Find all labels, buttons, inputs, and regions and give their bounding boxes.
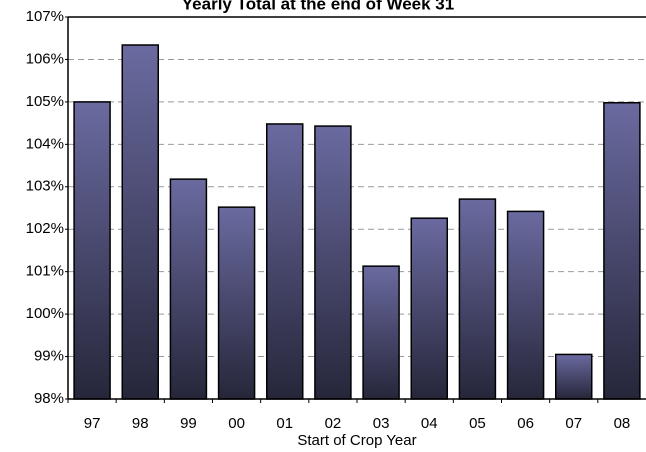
x-tick-label: 07 — [565, 415, 582, 432]
y-tick-label: 100% — [26, 305, 64, 322]
x-tick-label: 04 — [421, 415, 438, 432]
y-tick-label: 106% — [26, 50, 64, 67]
bar — [603, 101, 641, 400]
bar — [266, 123, 304, 400]
y-tick-label: 99% — [34, 348, 64, 365]
bar — [314, 125, 352, 400]
y-tick-label: 101% — [26, 263, 64, 280]
x-tick-label: 05 — [469, 415, 486, 432]
bar — [458, 198, 497, 400]
x-tick-label: 99 — [180, 415, 197, 432]
bar — [555, 353, 593, 400]
bar — [73, 101, 111, 400]
x-tick-label: 03 — [373, 415, 390, 432]
chart-title: Yearly Total at the end of Week 31 — [182, 0, 454, 13]
x-axis-label: Start of Crop Year — [297, 432, 416, 449]
y-tick-label: 98% — [34, 390, 64, 407]
y-tick-label: 102% — [26, 220, 64, 237]
bar — [217, 206, 256, 400]
y-tick-label: 107% — [26, 8, 64, 25]
y-tick-label: 105% — [26, 93, 64, 110]
bar — [362, 265, 400, 400]
bar — [169, 178, 208, 400]
x-tick-label: 98 — [132, 415, 149, 432]
x-tick-label: 00 — [228, 415, 245, 432]
bar — [410, 217, 448, 400]
x-tick-label: 97 — [84, 415, 101, 432]
bar — [506, 210, 545, 400]
y-tick-label: 104% — [26, 135, 64, 152]
y-tick-label: 103% — [26, 178, 64, 195]
x-tick-label: 02 — [325, 415, 342, 432]
x-tick-label: 08 — [614, 415, 631, 432]
x-tick-label: 01 — [276, 415, 293, 432]
x-tick-label: 06 — [517, 415, 534, 432]
bar — [121, 44, 159, 400]
